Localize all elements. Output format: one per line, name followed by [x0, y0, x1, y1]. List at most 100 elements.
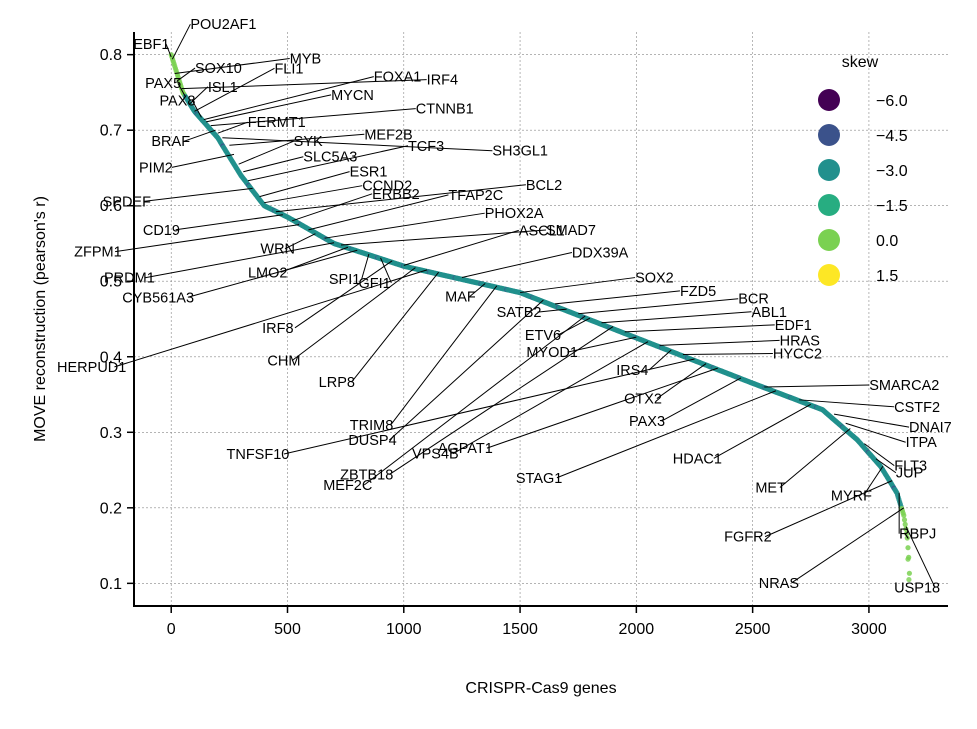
gene-label: MEF2C	[323, 478, 372, 494]
gene-label: TRIM8	[350, 418, 394, 434]
gene-label: SMAD7	[546, 223, 596, 239]
leader-line	[171, 153, 235, 168]
gene-label: POU2AF1	[190, 17, 256, 33]
x-tick-label: 0	[167, 621, 176, 638]
gene-label: PAX3	[629, 414, 665, 430]
x-tick-label: 500	[274, 621, 301, 638]
leader-line	[389, 326, 614, 475]
gene-label: ASCL1	[519, 223, 565, 239]
legend-label: −4.5	[876, 128, 908, 145]
gene-label: SPDEF	[103, 194, 151, 210]
gene-label: HRAS	[780, 333, 820, 349]
y-tick-label: 0.5	[100, 274, 122, 291]
gene-label: PAX8	[159, 93, 195, 109]
gene-label: MYOD1	[526, 345, 578, 361]
gene-label: LRP8	[319, 375, 355, 391]
gene-label: DNAI7	[909, 420, 952, 436]
leader-line	[291, 267, 416, 362]
gene-label: STAG1	[516, 471, 562, 487]
leader-line	[578, 298, 739, 315]
gene-label: TCF3	[408, 139, 444, 155]
leader-line	[390, 285, 498, 426]
gene-label: VPS4B	[412, 447, 459, 463]
gene-label: ABL1	[751, 305, 786, 321]
legend-label: 1.5	[876, 268, 898, 285]
x-axis-title: CRISPR-Cas9 genes	[465, 680, 616, 697]
gene-label: FLT3	[894, 459, 927, 475]
leader-line	[203, 76, 374, 121]
gene-label: ZFPM1	[74, 245, 122, 261]
leader-line	[264, 185, 363, 204]
legend-label: −3.0	[876, 163, 908, 180]
leader-line	[351, 271, 440, 383]
leader-line	[324, 212, 485, 239]
leader-line	[259, 171, 350, 198]
gene-label: RBPJ	[899, 527, 936, 543]
y-axis-title: MOVE reconstruction (pearson's r)	[32, 196, 49, 442]
gene-label: SOX2	[635, 271, 674, 287]
gene-label: CD19	[143, 223, 180, 239]
gene-label: HDAC1	[673, 451, 722, 467]
leader-line	[682, 352, 773, 355]
x-tick-label: 3000	[851, 621, 887, 638]
gene-label: DDX39A	[572, 245, 629, 261]
leader-line	[520, 277, 636, 294]
leader-line	[222, 137, 493, 152]
leader-line	[648, 349, 672, 371]
leader-line	[284, 233, 316, 250]
leader-line	[176, 67, 196, 82]
leader-line	[217, 121, 248, 134]
leader-line	[177, 82, 186, 97]
leader-line	[461, 251, 573, 278]
gene-label: CTNNB1	[416, 102, 474, 118]
gene-label: FERMT1	[248, 115, 306, 131]
legend-marker	[818, 194, 840, 216]
leader-line	[764, 480, 893, 538]
legend-marker	[818, 89, 840, 111]
y-tick-label: 0.7	[100, 123, 122, 140]
gene-label: FZD5	[680, 284, 716, 300]
leader-line	[567, 336, 637, 353]
legend-marker	[818, 264, 840, 286]
data-point	[902, 521, 908, 528]
gene-label: ETV6	[525, 328, 561, 344]
leader-line	[175, 214, 283, 231]
leader-line	[799, 399, 895, 408]
gene-label: ITPA	[906, 435, 937, 451]
data-point	[904, 530, 910, 537]
leader-line	[363, 315, 586, 486]
gene-label: PIM2	[139, 160, 173, 176]
y-tick-label: 0.3	[100, 425, 122, 442]
gene-label: HERPUD1	[57, 360, 126, 376]
gene-label: SYK	[294, 134, 323, 150]
gene-label: TNFSF10	[226, 447, 289, 463]
gene-label: SH3GL1	[492, 144, 548, 160]
gene-label: SATB2	[497, 305, 542, 321]
leader-line	[905, 526, 936, 588]
gene-label: CHM	[267, 354, 300, 370]
data-point	[906, 570, 913, 576]
leader-line	[661, 377, 742, 422]
x-tick-label: 2500	[735, 621, 771, 638]
leader-line	[275, 184, 526, 213]
leader-line	[452, 341, 649, 455]
leader-line	[779, 428, 851, 488]
leader-line	[863, 466, 884, 496]
data-point	[904, 535, 910, 541]
leader-line	[554, 290, 681, 305]
gene-label: PRDM1	[104, 271, 155, 287]
gene-label: OTX2	[624, 392, 662, 408]
gene-label: FLI1	[274, 61, 303, 77]
gene-label: USP18	[894, 581, 940, 597]
leader-line	[205, 94, 332, 123]
leader-line	[388, 299, 544, 441]
leader-line	[469, 283, 486, 297]
gene-label: ZBTB18	[340, 468, 393, 484]
gene-label: PHOX2A	[485, 206, 544, 222]
leader-line	[210, 108, 416, 127]
leader-line	[624, 324, 775, 333]
gene-label: SPI1	[329, 272, 360, 288]
leader-line	[403, 229, 519, 266]
data-point	[905, 545, 911, 551]
